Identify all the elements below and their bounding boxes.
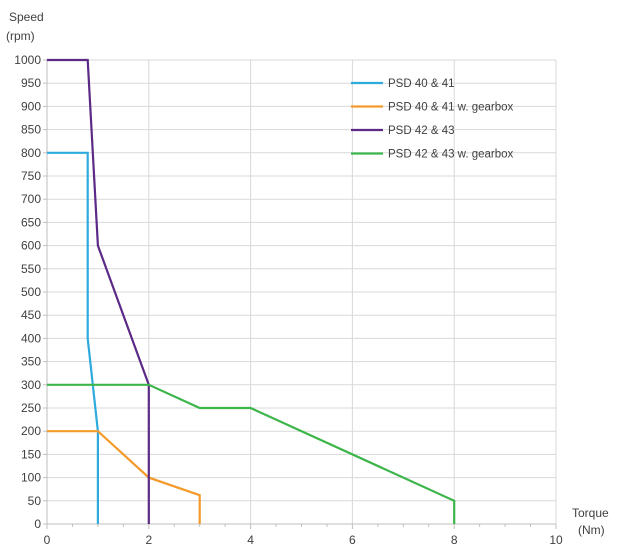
y-tick-label: 850 xyxy=(21,123,41,137)
legend-label-2: PSD 40 & 41 w. gearbox xyxy=(388,102,514,114)
y-tick-label: 500 xyxy=(21,285,41,299)
y-tick-label: 100 xyxy=(21,471,41,485)
x-tick-label: 10 xyxy=(549,533,563,547)
y-tick-label: 300 xyxy=(21,378,41,392)
y-tick-label: 750 xyxy=(21,169,41,183)
legend: PSD 40 & 41 PSD 40 & 41 w. gearbox PSD 42 … xyxy=(351,78,514,161)
x-tick-label: 4 xyxy=(247,533,254,547)
x-axis-title-line2: (Nm) xyxy=(578,523,605,537)
y-axis-title-line2: (rpm) xyxy=(6,29,35,43)
legend-label-1: PSD 40 & 41 xyxy=(388,78,454,90)
y-tick-label: 900 xyxy=(21,99,41,113)
series-line-3 xyxy=(47,58,150,524)
x-tick-label: 2 xyxy=(145,533,152,547)
y-axis-title-line1: Speed xyxy=(9,10,44,24)
x-tick-labels: 0 2 4 6 8 10 xyxy=(44,533,563,547)
x-tick-label: 8 xyxy=(451,533,458,547)
x-tick-label: 6 xyxy=(349,533,356,547)
y-tick-label: 450 xyxy=(21,308,41,322)
y-tick-labels: 0 50 100 150 200 250 300 350 400 450 500 550 600 650 7… xyxy=(14,53,41,531)
y-tick-label: 550 xyxy=(21,262,41,276)
legend-label-3: PSD 42 & 43 xyxy=(388,125,454,137)
axes xyxy=(43,59,557,529)
y-tick-label: 950 xyxy=(21,76,41,90)
y-tick-label: 250 xyxy=(21,401,41,415)
x-axis-title-line1: Torque xyxy=(572,506,609,520)
y-tick-label: 0 xyxy=(34,517,41,531)
y-tick-label: 600 xyxy=(21,239,41,253)
series-line-4 xyxy=(47,383,456,524)
y-tick-label: 800 xyxy=(21,146,41,160)
series-line-1 xyxy=(47,151,100,524)
y-tick-label: 1000 xyxy=(14,53,41,67)
y-tick-label: 50 xyxy=(28,494,42,508)
y-tick-label: 400 xyxy=(21,331,41,345)
y-tick-label: 700 xyxy=(21,192,41,206)
legend-label-4: PSD 42 & 43 w. gearbox xyxy=(388,149,514,161)
y-tick-label: 350 xyxy=(21,355,41,369)
y-tick-label: 150 xyxy=(21,447,41,461)
series-lines xyxy=(47,58,456,524)
y-tick-label: 200 xyxy=(21,424,41,438)
y-tick-label: 650 xyxy=(21,215,41,229)
x-tick-label: 0 xyxy=(44,533,51,547)
